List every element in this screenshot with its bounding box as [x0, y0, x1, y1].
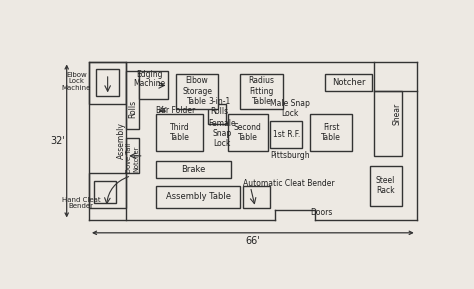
Bar: [243, 186, 270, 208]
Bar: [374, 91, 402, 156]
Bar: [156, 161, 230, 178]
Bar: [139, 71, 168, 99]
Bar: [370, 166, 402, 205]
Text: Rolls: Rolls: [128, 100, 137, 118]
Bar: [156, 114, 203, 151]
Text: Bar Folder: Bar Folder: [156, 106, 195, 115]
Text: Brake: Brake: [181, 165, 205, 174]
Text: Male Snap
Lock: Male Snap Lock: [270, 99, 310, 118]
Text: 1st R.F.: 1st R.F.: [273, 130, 300, 139]
Text: Notcher: Notcher: [332, 78, 365, 87]
Bar: [89, 62, 126, 104]
Text: 3-in-1
Rolls: 3-in-1 Rolls: [208, 97, 230, 116]
Text: Radius
Fitting
Table: Radius Fitting Table: [248, 76, 274, 106]
Text: 66': 66': [246, 236, 260, 246]
Bar: [325, 74, 372, 91]
Text: Dove Tail
Notcher: Dove Tail Notcher: [127, 143, 139, 173]
Bar: [97, 69, 119, 96]
Text: Elbow
Storage
Table: Elbow Storage Table: [182, 76, 212, 106]
Text: Assembly: Assembly: [117, 123, 126, 160]
Text: Steel
Rack: Steel Rack: [376, 176, 395, 195]
Text: Second
Table: Second Table: [234, 123, 262, 142]
Bar: [156, 186, 240, 208]
Text: Doors: Doors: [310, 208, 332, 217]
Text: 32': 32': [50, 136, 65, 146]
Bar: [228, 114, 268, 151]
Text: Shear: Shear: [392, 103, 401, 125]
Bar: [89, 173, 126, 208]
Bar: [208, 104, 226, 124]
Bar: [176, 74, 218, 109]
Bar: [94, 181, 116, 203]
Bar: [126, 138, 139, 173]
Bar: [126, 71, 139, 129]
Bar: [240, 74, 283, 109]
Bar: [310, 114, 352, 151]
Text: Third
Table: Third Table: [170, 123, 190, 142]
Bar: [270, 121, 302, 149]
Text: Pittsburgh: Pittsburgh: [270, 151, 310, 160]
Text: Hand Cleat
Bender: Hand Cleat Bender: [62, 197, 100, 209]
Text: Elbow
Lock
Machine: Elbow Lock Machine: [62, 72, 91, 91]
Text: First
Table: First Table: [321, 123, 341, 142]
Text: Assembly Table: Assembly Table: [166, 192, 231, 201]
Text: Edging
Machine: Edging Machine: [134, 70, 166, 88]
Text: Automatic Cleat Bender: Automatic Cleat Bender: [243, 179, 335, 188]
Text: Female
Snap
Lock: Female Snap Lock: [208, 119, 236, 148]
